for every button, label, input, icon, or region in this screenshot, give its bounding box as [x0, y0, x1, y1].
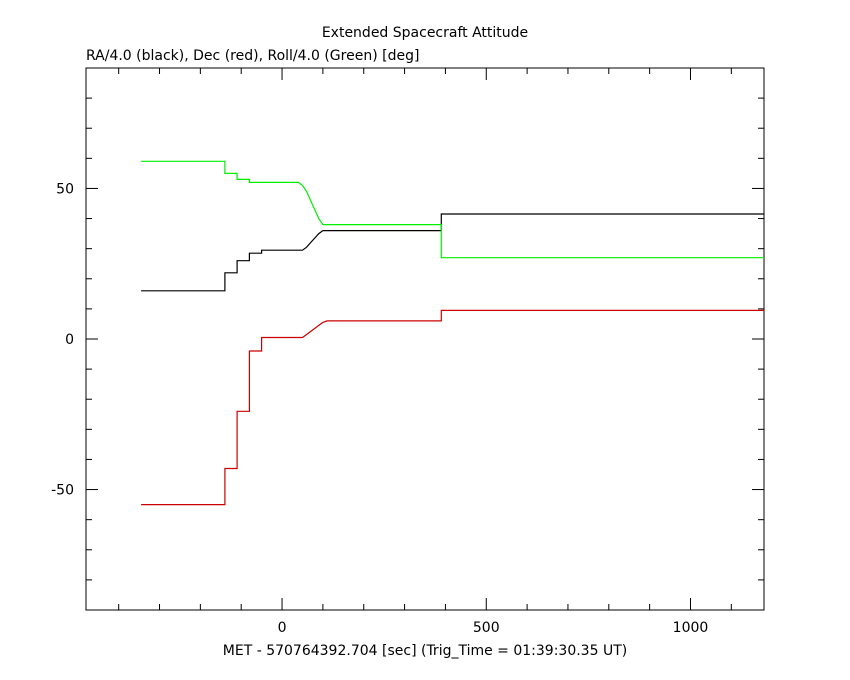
series-layer [141, 160, 764, 506]
y-tick-label: 0 [65, 332, 74, 348]
y-tick-label: 50 [56, 181, 74, 197]
ticks-layer [86, 67, 764, 611]
series-line-0 [141, 213, 764, 292]
x-axis-label: MET - 570764392.704 [sec] (Trig_Time = 0… [223, 643, 627, 659]
x-tick-label: 500 [473, 620, 500, 636]
series-line-2 [141, 160, 764, 259]
y-tick-label: -50 [51, 483, 74, 499]
x-tick-label: 1000 [673, 620, 709, 636]
tick-labels-layer: 0 500 1000 -50 0 50 [51, 181, 708, 636]
x-tick-label: 0 [278, 620, 287, 636]
chart-subtitle: RA/4.0 (black), Dec (red), Roll/4.0 (Gre… [86, 48, 419, 64]
series-line-1 [141, 309, 764, 506]
chart-title: Extended Spacecraft Attitude [322, 25, 528, 41]
plot-frame [85, 67, 765, 611]
